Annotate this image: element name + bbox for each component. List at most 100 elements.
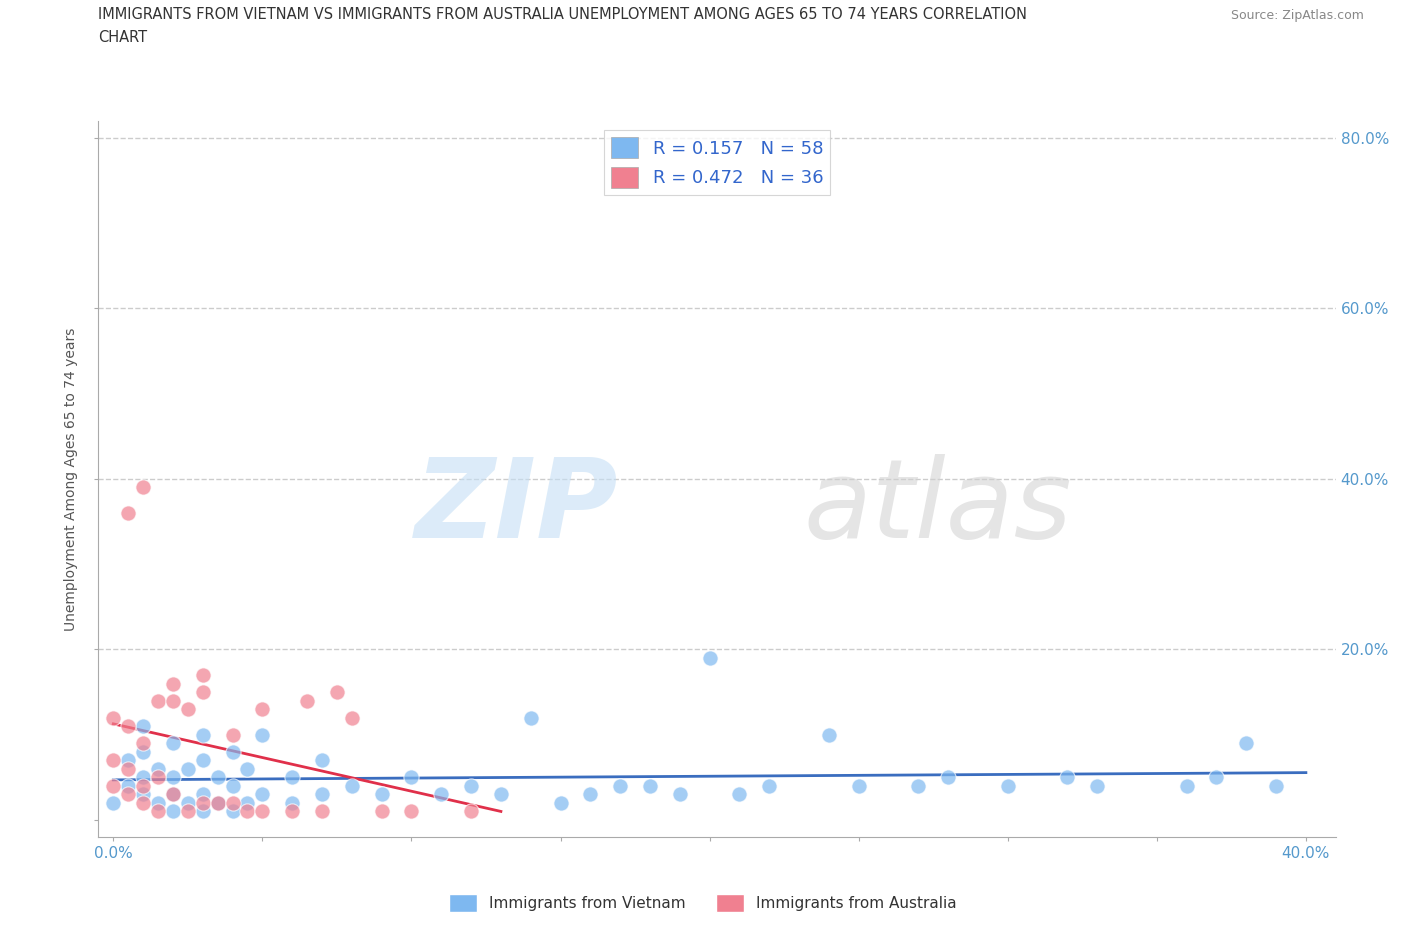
Point [207,795,229,810]
Point [191,753,214,768]
Point [236,762,259,777]
Text: CHART: CHART [98,30,148,45]
Point [132,795,155,810]
Point [1175,778,1198,793]
Point [132,778,155,793]
Point [638,778,661,793]
Point [162,770,184,785]
Point [370,804,392,819]
Point [103,778,125,793]
Point [340,711,363,725]
Point [221,804,243,819]
Point [132,480,155,495]
Point [1056,770,1078,785]
Point [177,702,200,717]
Point [907,778,929,793]
Point [146,693,169,708]
Point [401,804,423,819]
Point [609,778,631,793]
Point [103,753,125,768]
Point [936,770,959,785]
Point [728,787,751,802]
Point [370,787,392,802]
Point [401,770,423,785]
Point [162,676,184,691]
Point [117,506,139,521]
Point [191,795,214,810]
Point [162,804,184,819]
Point [117,787,139,802]
Point [281,804,304,819]
Point [295,693,318,708]
Point [221,795,243,810]
Point [1085,778,1108,793]
Point [430,787,453,802]
Point [177,762,200,777]
Point [117,778,139,793]
Point [103,795,125,810]
Point [519,711,541,725]
Legend: Immigrants from Vietnam, Immigrants from Australia: Immigrants from Vietnam, Immigrants from… [443,888,963,918]
Point [818,727,841,742]
Point [550,795,572,810]
Point [132,787,155,802]
Point [162,736,184,751]
Point [177,795,200,810]
Point [489,787,512,802]
Point [758,778,780,793]
Point [191,684,214,699]
Point [1234,736,1257,751]
Point [221,778,243,793]
Point [326,684,349,699]
Point [191,668,214,683]
Legend: R = 0.157   N = 58, R = 0.472   N = 36: R = 0.157 N = 58, R = 0.472 N = 36 [603,130,831,195]
Point [460,804,482,819]
Point [146,795,169,810]
Point [252,702,274,717]
Point [311,753,333,768]
Point [311,804,333,819]
Point [221,744,243,759]
Point [162,787,184,802]
Point [668,787,690,802]
Point [207,795,229,810]
Point [252,804,274,819]
Point [191,787,214,802]
Point [177,804,200,819]
Point [146,762,169,777]
Point [252,787,274,802]
Point [236,804,259,819]
Point [117,719,139,734]
Point [221,727,243,742]
Point [132,744,155,759]
Point [236,795,259,810]
Point [311,787,333,802]
Text: IMMIGRANTS FROM VIETNAM VS IMMIGRANTS FROM AUSTRALIA UNEMPLOYMENT AMONG AGES 65 : IMMIGRANTS FROM VIETNAM VS IMMIGRANTS FR… [98,7,1028,21]
Text: Source: ZipAtlas.com: Source: ZipAtlas.com [1230,9,1364,22]
Point [1265,778,1288,793]
Point [207,770,229,785]
Point [146,770,169,785]
Point [132,719,155,734]
Point [340,778,363,793]
Point [848,778,870,793]
Point [132,770,155,785]
Point [132,736,155,751]
Point [1205,770,1227,785]
Text: atlas: atlas [804,454,1073,561]
Y-axis label: Unemployment Among Ages 65 to 74 years: Unemployment Among Ages 65 to 74 years [65,327,79,631]
Point [281,770,304,785]
Point [146,804,169,819]
Point [460,778,482,793]
Point [103,711,125,725]
Point [117,762,139,777]
Point [191,727,214,742]
Point [162,787,184,802]
Point [579,787,602,802]
Point [191,804,214,819]
Point [699,651,721,666]
Point [117,753,139,768]
Point [997,778,1019,793]
Point [162,693,184,708]
Point [281,795,304,810]
